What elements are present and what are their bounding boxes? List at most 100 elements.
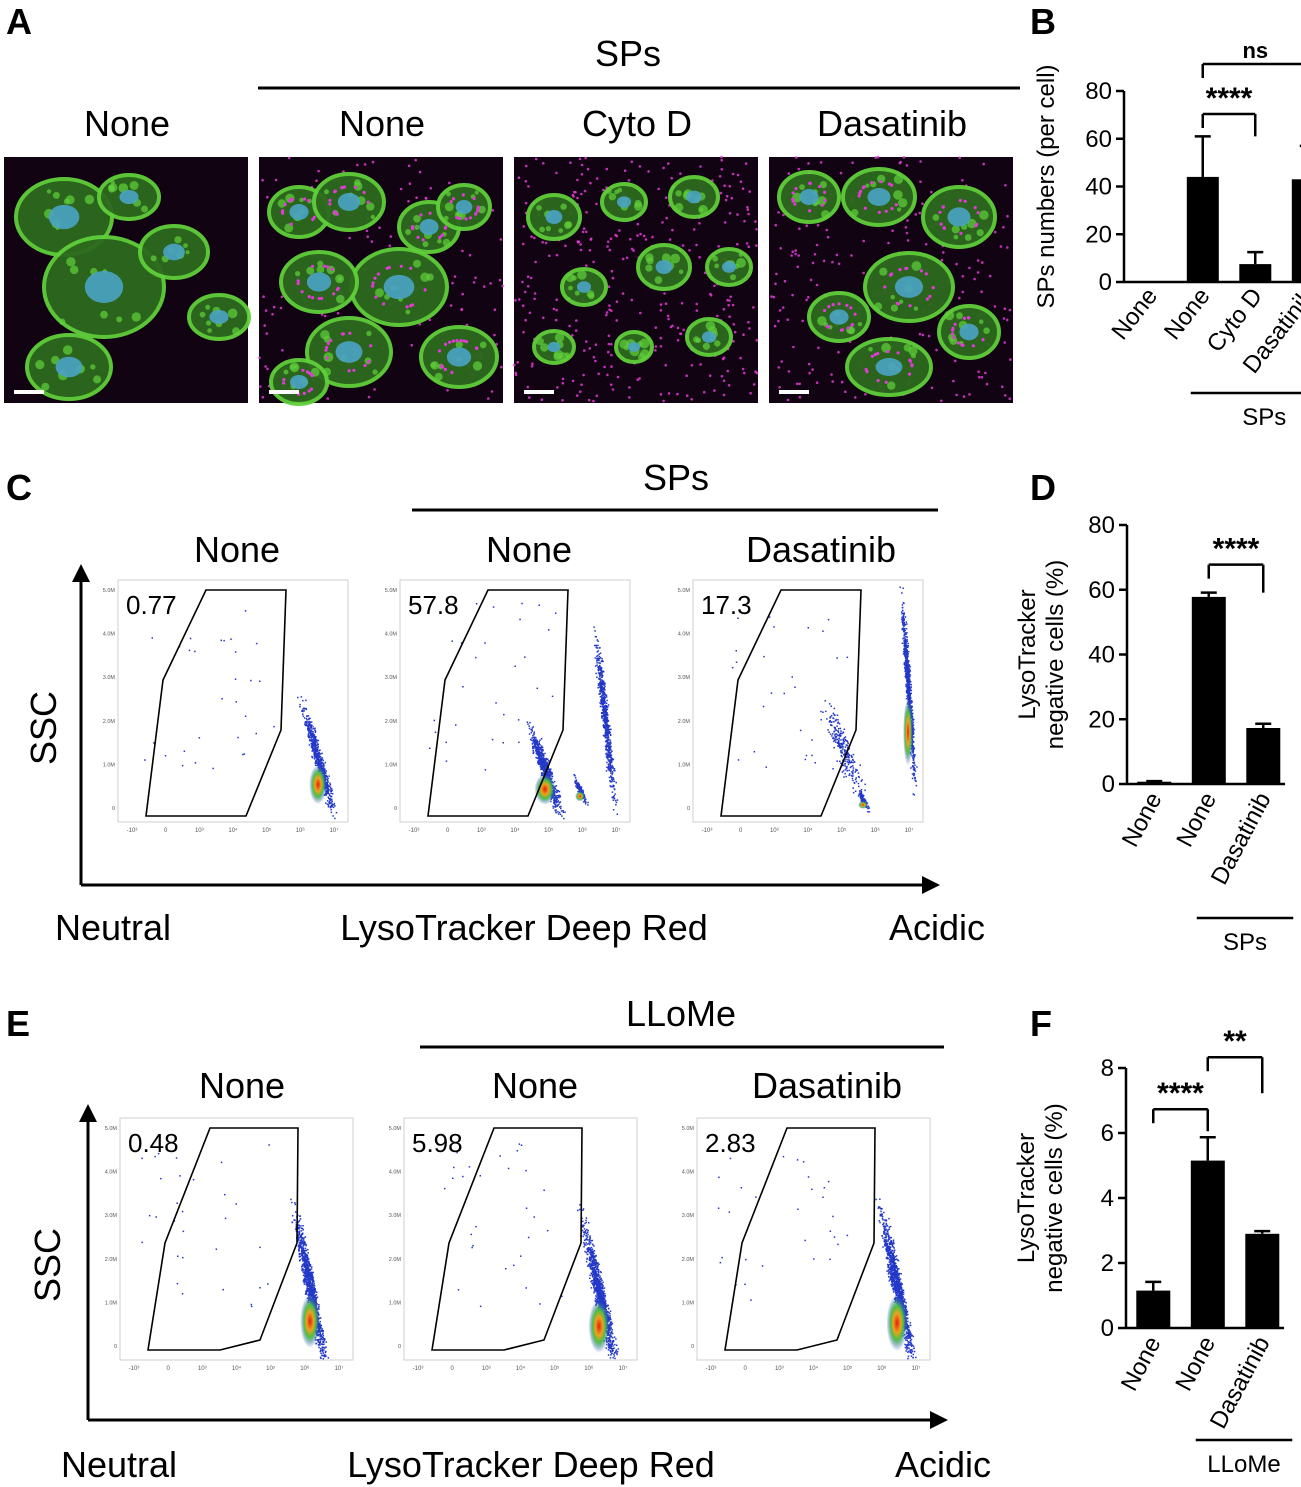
internalized-particle — [973, 206, 977, 210]
event-dot — [831, 735, 833, 737]
event-dot — [911, 773, 914, 775]
event-dot — [255, 642, 258, 645]
event-dot — [834, 728, 836, 730]
particle-dot — [976, 259, 980, 262]
event-dot — [600, 688, 602, 691]
event-dot — [220, 639, 222, 642]
event-dot — [846, 761, 848, 763]
event-dot — [244, 715, 247, 717]
event-dot — [330, 795, 333, 798]
internalized-particle — [853, 312, 857, 316]
event-dot — [563, 817, 565, 820]
event-dot — [909, 687, 911, 689]
event-dot — [912, 741, 914, 744]
event-dot — [306, 719, 308, 721]
particle-dot — [608, 304, 611, 307]
event-dot — [828, 731, 830, 733]
particle-dot — [921, 202, 924, 205]
particle-dot — [657, 187, 660, 191]
internalized-particle — [409, 304, 413, 308]
event-dot — [603, 710, 605, 713]
actin-spot — [84, 194, 95, 205]
event-dot — [605, 713, 608, 716]
particle-dot — [468, 253, 472, 257]
event-dot — [612, 799, 615, 801]
event-dot — [610, 759, 612, 761]
event-dot — [911, 749, 914, 751]
event-dot — [542, 756, 545, 758]
particle-dot — [315, 179, 318, 182]
event-dot — [198, 737, 201, 739]
internalized-particle — [291, 197, 295, 201]
event-dot — [603, 688, 605, 690]
event-dot — [600, 681, 603, 684]
event-dot — [611, 778, 613, 780]
event-dot — [608, 750, 610, 752]
event-dot — [313, 745, 315, 747]
actin-spot — [206, 320, 212, 326]
particle-dot — [783, 279, 787, 283]
event-dot — [540, 762, 543, 764]
event-dot — [906, 674, 909, 677]
event-dot — [306, 725, 309, 727]
event-dot — [605, 732, 608, 734]
event-dot — [540, 745, 543, 747]
particle-dot — [748, 327, 751, 330]
cell — [279, 250, 359, 314]
particle-dot — [615, 234, 619, 238]
particle-dot — [746, 206, 749, 209]
event-dot — [555, 800, 557, 802]
event-dot — [314, 760, 317, 762]
event-dot — [906, 664, 908, 667]
actin-spot — [372, 369, 378, 375]
cell-nucleus — [616, 196, 632, 208]
internalized-particle — [335, 212, 339, 216]
event-dot — [542, 762, 544, 765]
cell-nucleus — [119, 189, 139, 205]
particle-dot — [610, 365, 613, 368]
actin-spot — [674, 202, 684, 212]
particle-dot — [610, 269, 614, 273]
cell-nucleus — [306, 272, 332, 292]
particle-dot — [533, 236, 536, 240]
event-dot — [314, 742, 316, 744]
particle-dot — [576, 178, 579, 182]
event-dot — [532, 746, 534, 748]
particle-dot — [261, 395, 265, 399]
event-dot — [541, 757, 544, 759]
event-dot — [903, 640, 905, 642]
event-dot — [837, 740, 840, 743]
cell — [532, 329, 576, 365]
event-dot — [326, 792, 329, 795]
particle-dot — [668, 238, 672, 241]
event-dot — [316, 762, 319, 764]
particle-dot — [589, 181, 592, 185]
panel-c-x-center-label: LysoTracker Deep Red — [340, 907, 708, 948]
event-dot — [584, 801, 586, 803]
particle-dot — [571, 379, 575, 383]
actin-spot — [93, 375, 102, 384]
event-dot — [737, 617, 739, 619]
event-dot — [843, 750, 846, 752]
event-dot — [554, 801, 556, 803]
event-dot — [605, 740, 608, 742]
event-dot — [543, 769, 545, 772]
gate-percentage: 17.3 — [701, 590, 752, 620]
event-dot — [549, 772, 551, 774]
particle-dot — [585, 340, 588, 343]
event-dot — [582, 789, 584, 792]
particle-dot — [844, 390, 847, 394]
internalized-particle — [452, 197, 456, 201]
event-dot — [531, 730, 533, 732]
event-dot — [599, 647, 601, 649]
particle-dot — [274, 178, 278, 182]
event-dot — [907, 642, 909, 645]
event-dot — [859, 796, 861, 798]
cell-nucleus — [446, 347, 472, 367]
event-dot — [545, 766, 548, 768]
event-dot — [841, 751, 843, 753]
particle-dot — [517, 176, 521, 179]
event-dot — [606, 705, 608, 708]
event-dot — [907, 670, 909, 672]
event-dot — [913, 728, 915, 731]
